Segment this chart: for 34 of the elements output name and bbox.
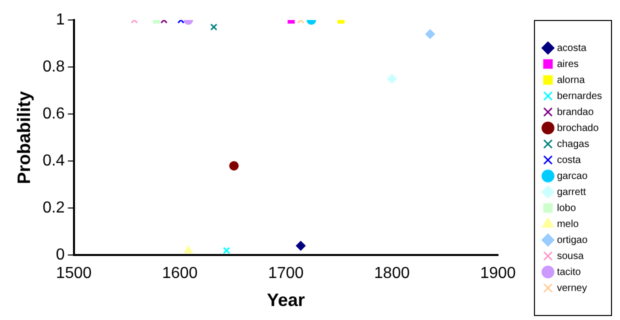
legend-label: garrett [556,186,586,198]
y-tick-label: 0 [56,246,65,264]
point [229,161,239,171]
x-tick-label: 1900 [480,265,516,282]
legend-label: lobo [556,202,576,214]
y-tick-label: 0.6 [42,105,65,122]
legend-label: verney [556,282,587,294]
legend-label: aires [556,58,579,70]
x-tick-label: 1700 [268,265,304,282]
x-tick-label: 1500 [56,265,92,282]
x-axis-title: Year [266,290,305,310]
y-tick-label: 0.4 [42,152,65,170]
point [184,246,193,254]
y-tick-label: 0.2 [42,200,65,217]
legend-label: bernardes [556,90,602,102]
x-tick-label: 1800 [374,265,410,282]
point [387,74,397,84]
y-tick-label: 1 [56,11,65,28]
x-tick-label: 1600 [162,265,198,282]
y-axis-title: Probability [14,91,34,184]
legend-label: sousa [556,250,584,262]
point [296,241,306,251]
legend-label: brandao [556,106,594,118]
legend-label: brochado [556,122,600,134]
legend-label: acosta [556,42,587,54]
y-tick-label: 0.8 [42,58,65,76]
legend-label: tacito [556,266,582,278]
point [222,246,230,254]
legend-label: melo [556,218,580,230]
legend-label: garcao [556,170,588,182]
legend-label: alorna [556,74,586,86]
legend-label: ortigao [556,234,588,246]
legend-label: costa [556,154,582,166]
legend-label: chagas [556,138,590,150]
